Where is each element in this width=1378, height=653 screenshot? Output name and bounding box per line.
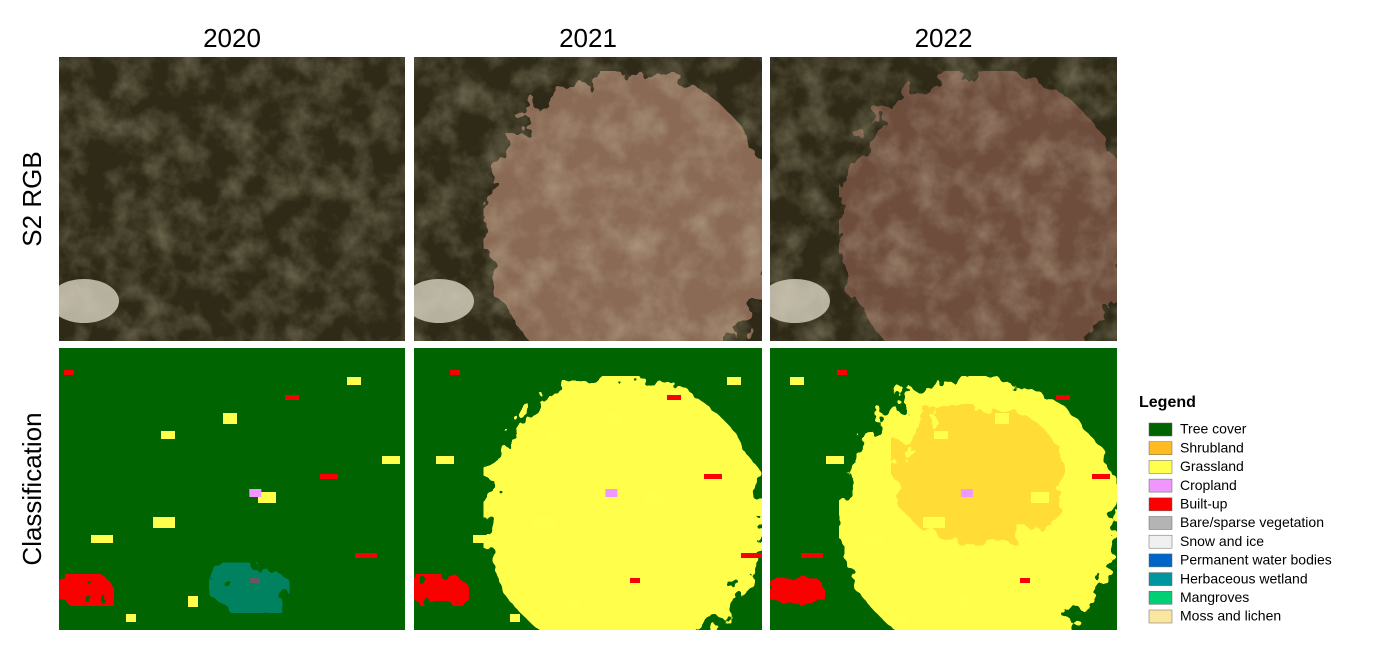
image-texture (414, 57, 762, 341)
patch (285, 395, 299, 400)
legend-swatch (1148, 609, 1173, 624)
classification-map (414, 348, 762, 630)
patch (188, 596, 198, 607)
legend-label: Mangroves (1180, 589, 1249, 605)
cropland-patch (605, 489, 618, 497)
satellite-image (59, 57, 405, 341)
patch (790, 377, 804, 385)
patch (510, 614, 520, 622)
patch (1092, 474, 1110, 479)
urban-area (59, 279, 119, 323)
satellite-image (414, 57, 762, 341)
patch (64, 370, 74, 375)
patch (1031, 492, 1049, 503)
legend-swatch (1148, 422, 1173, 437)
patch (223, 413, 237, 424)
column-title: 2020 (203, 23, 261, 53)
patch (1020, 578, 1030, 583)
urban-area (770, 279, 830, 323)
patch (347, 377, 361, 385)
legend-swatch (1148, 591, 1173, 605)
classification-map (770, 348, 1117, 630)
legend-label: Shrubland (1180, 439, 1244, 455)
patch (161, 431, 175, 439)
built-up-area (59, 574, 114, 606)
cropland-patch (249, 489, 262, 497)
patch (382, 456, 400, 464)
column-title: 2022 (915, 23, 973, 53)
legend-label: Grassland (1180, 458, 1244, 474)
patch (1056, 395, 1070, 400)
legend-label: Cropland (1180, 477, 1237, 493)
patch (934, 431, 948, 439)
patch (923, 517, 945, 528)
column-title: 2021 (559, 23, 617, 53)
legend-label: Bare/sparse vegetation (1180, 514, 1324, 530)
cropland-patch (960, 489, 973, 497)
legend-label: Moss and lichen (1180, 608, 1281, 624)
patch (436, 456, 454, 464)
legend-swatch (1148, 478, 1173, 493)
patch (898, 614, 908, 622)
patch (826, 456, 844, 464)
shrubland-area (891, 404, 1065, 546)
patch (801, 553, 823, 558)
patch (450, 370, 460, 375)
patch (570, 596, 580, 607)
patch (959, 596, 969, 607)
legend-swatch (1148, 553, 1173, 568)
patch (258, 492, 276, 503)
legend-swatch (1148, 460, 1173, 474)
urban-area (414, 279, 474, 323)
patch (533, 517, 555, 528)
legend-swatch (1148, 572, 1173, 586)
built-up-area (770, 574, 825, 606)
patch (355, 553, 377, 558)
legend-swatch (1148, 497, 1173, 512)
patch (862, 535, 884, 543)
patch (837, 370, 847, 375)
patch (727, 377, 741, 385)
legend-label: Built-up (1180, 496, 1228, 512)
patch (667, 395, 681, 400)
patch (320, 474, 338, 479)
legend-swatch (1148, 534, 1173, 549)
legend-label: Permanent water bodies (1180, 552, 1332, 568)
row-label: Classification (17, 412, 47, 565)
wetland-area (209, 562, 290, 613)
legend-label: Snow and ice (1180, 533, 1264, 549)
patch (126, 614, 136, 622)
legend-swatch (1148, 516, 1173, 530)
grassland-area (483, 376, 762, 630)
patch (741, 553, 762, 558)
patch (630, 578, 640, 583)
patch (153, 517, 175, 528)
satellite-image (770, 57, 1117, 341)
legend-label: Tree cover (1180, 421, 1247, 437)
patch (607, 413, 621, 424)
legend-title: Legend (1139, 394, 1196, 411)
patch (995, 413, 1009, 424)
patch (644, 492, 662, 503)
legend-swatch (1148, 441, 1173, 455)
patch (704, 474, 722, 479)
patch (473, 535, 495, 543)
built-up-area (414, 574, 469, 606)
patch (91, 535, 113, 543)
classification-map (59, 348, 405, 630)
row-label: S2 RGB (17, 151, 47, 246)
patch (547, 431, 561, 439)
legend-label: Herbaceous wetland (1180, 570, 1308, 586)
